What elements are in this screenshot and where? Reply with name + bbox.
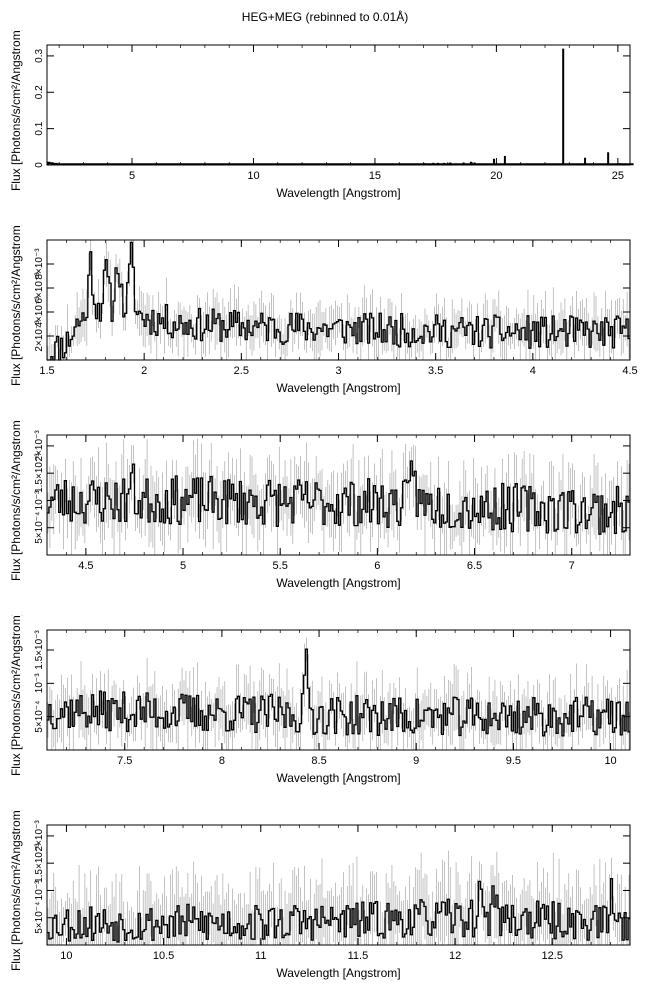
- spectrum-group: [47, 240, 630, 361]
- x-tick-label: 10.5: [153, 950, 174, 962]
- panel-9-9-12-9: 10 10.5 11 11.5 12 12.5 5×10⁻⁴ 10⁻³1.5×10⁻³2×10…: [9, 810, 631, 980]
- y-tick-label: 1.5×10⁻³: [34, 453, 45, 493]
- spectrum-line: [47, 648, 630, 737]
- x-tick-label: 4: [530, 365, 536, 377]
- x-axis-label: Wavelength [Angstrom]: [276, 381, 400, 395]
- x-tick-label: 9: [413, 755, 419, 767]
- x-tick-label: 11.5: [348, 950, 369, 962]
- x-axis-label: Wavelength [Angstrom]: [276, 576, 400, 590]
- panel-1-5-4-5: 1.5 2 2.5 3 3.5 4 4.5 2×10⁻³4×10⁻³6×10⁻³8×10⁻³ W…: [9, 225, 638, 395]
- x-tick-label: 8.5: [311, 755, 326, 767]
- y-tick-label: 5×10⁻⁴: [34, 902, 45, 934]
- chart-title: HEG+MEG (rebinned to 0.01Å): [241, 10, 409, 24]
- x-tick-label: 2.5: [234, 365, 249, 377]
- x-tick-label: 10: [247, 170, 259, 182]
- spectrum-line: [47, 460, 630, 535]
- x-tick-label: 6: [374, 560, 380, 572]
- y-axis-label: Flux [Photons/s/cm²/Angstrom]: [9, 225, 23, 386]
- y-tick-label: 10⁻³: [34, 490, 45, 510]
- y-tick-label: 5×10⁻⁴: [34, 512, 45, 544]
- y-tick-label: 1.5×10⁻³: [34, 630, 45, 670]
- y-tick-label: 1.5×10⁻³: [34, 843, 45, 883]
- spectrum-line: [47, 241, 630, 361]
- x-tick-label: 7.5: [117, 755, 132, 767]
- x-axis-label: Wavelength [Angstrom]: [276, 966, 400, 980]
- y-tick-label: 6×10⁻³: [34, 272, 45, 304]
- y-tick-label: 2×10⁻³: [34, 820, 45, 852]
- y-tick-label: 8×10⁻³: [34, 248, 45, 280]
- x-tick-label: 5: [129, 170, 135, 182]
- y-tick-label: 4×10⁻³: [34, 296, 45, 328]
- x-tick-label: 5: [180, 560, 186, 572]
- x-tick-label: 3: [335, 365, 341, 377]
- panel-7-1-10-1: 7.5 8 8.5 9 9.5 10 5×10⁻⁴ 10⁻³ 1.5×10⁻³ Wavelengt…: [9, 615, 631, 785]
- y-axis-label: Flux [Photons/s/cm²/Angstrom]: [9, 30, 23, 191]
- y-axis-label: Flux [Photons/s/cm²/Angstrom]: [9, 615, 23, 776]
- x-tick-label: 6.5: [467, 560, 482, 572]
- x-tick-label: 10: [604, 755, 616, 767]
- panel-4-3-7-3: 4.5 5 5.5 6 6.5 7 5×10⁻⁴ 10⁻³1.5×10⁻³2×10⁻³ Wave…: [9, 420, 631, 590]
- y-tick-label: 5×10⁻⁴: [34, 701, 45, 733]
- x-tick-label: 4.5: [78, 560, 93, 572]
- y-tick-label: 0: [34, 162, 45, 168]
- x-tick-label: 12.5: [542, 950, 563, 962]
- y-tick-label: 2×10⁻³: [34, 320, 45, 352]
- y-tick-label: 10⁻³: [34, 880, 45, 900]
- x-tick-label: 20: [490, 170, 502, 182]
- x-tick-label: 5.5: [273, 560, 288, 572]
- x-tick-label: 10: [60, 950, 72, 962]
- x-tick-label: 7: [569, 560, 575, 572]
- x-tick-label: 11: [255, 950, 266, 962]
- spectrum-group: [47, 48, 634, 166]
- x-tick-label: 15: [369, 170, 381, 182]
- x-axis-label: Wavelength [Angstrom]: [276, 186, 400, 200]
- spectrum-group: [47, 850, 630, 945]
- x-tick-label: 9.5: [506, 755, 521, 767]
- x-tick-label: 25: [612, 170, 624, 182]
- x-tick-label: 12: [449, 950, 461, 962]
- y-axis-label: Flux [Photons/s/cm²/Angstrom]: [9, 420, 23, 581]
- y-tick-label: 0.1: [34, 121, 45, 135]
- plot-frame: [46, 44, 631, 166]
- x-tick-label: 3.5: [428, 365, 443, 377]
- y-axis-label: Flux [Photons/s/cm²/Angstrom]: [9, 810, 23, 971]
- spectrum-line: [47, 161, 634, 166]
- spectrum-line: [47, 877, 630, 943]
- x-tick-label: 4.5: [622, 365, 637, 377]
- spectrum-group: [47, 438, 630, 555]
- y-tick-label: 0.3: [34, 49, 45, 63]
- panel-overview: 5 10 15 20 25 0 0.1 0.2 0.3 Wavelength [Angstrom]…: [9, 30, 634, 200]
- y-tick-label: 10⁻³: [34, 673, 45, 693]
- x-tick-label: 8: [219, 755, 225, 767]
- x-tick-label: 1.5: [39, 365, 54, 377]
- x-axis-label: Wavelength [Angstrom]: [276, 771, 400, 785]
- x-tick-label: 2: [141, 365, 147, 377]
- spectrum-group: [47, 637, 630, 750]
- y-tick-label: 0.2: [34, 85, 45, 99]
- y-tick-label: 2×10⁻³: [34, 430, 45, 462]
